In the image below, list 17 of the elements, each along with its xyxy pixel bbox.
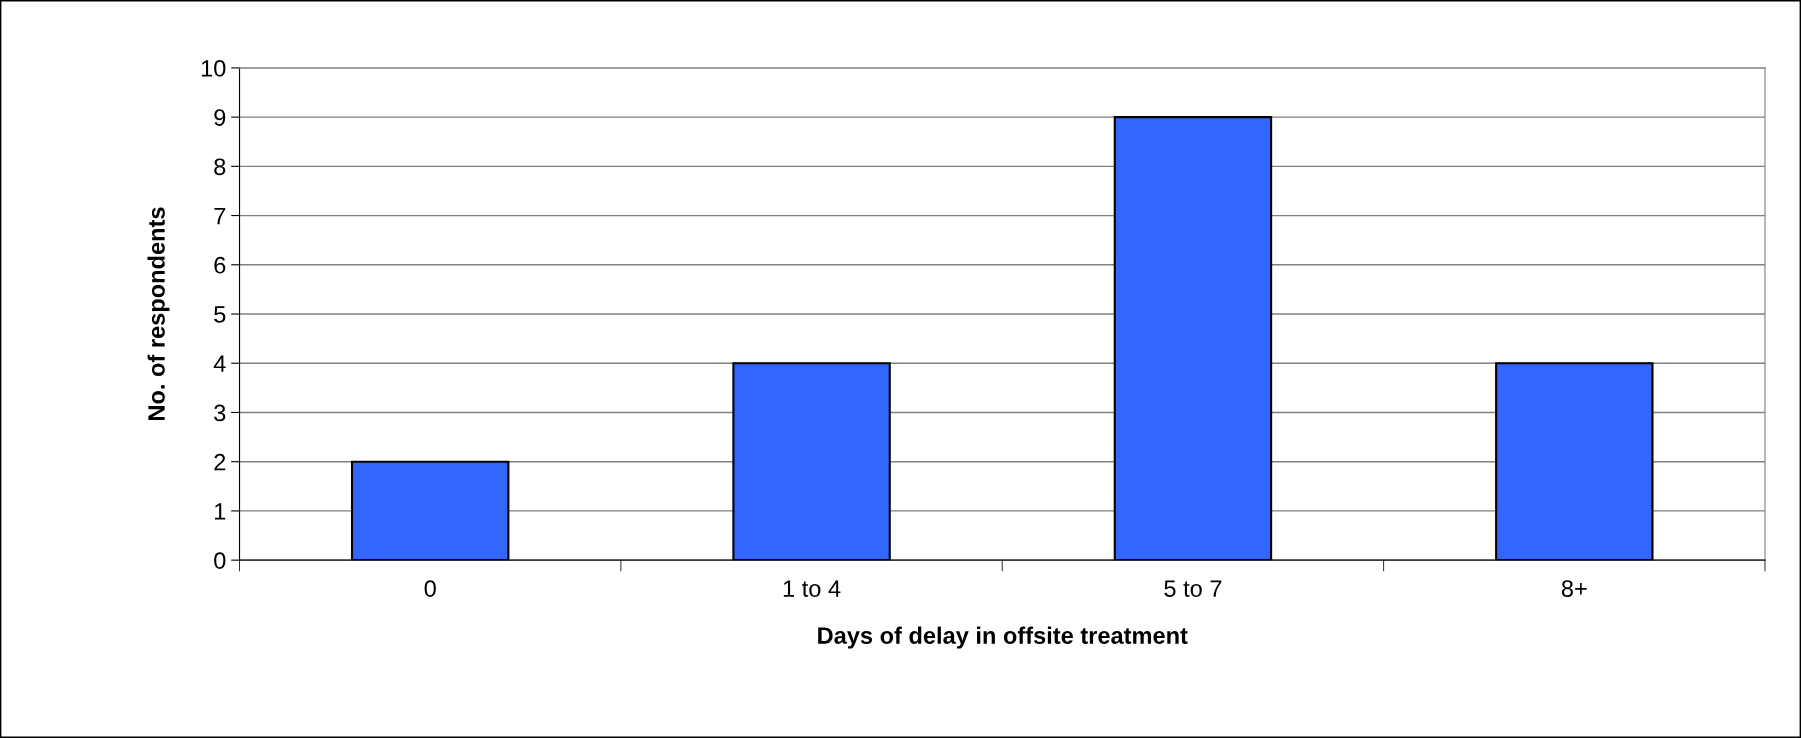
y-tick-label: 5 [214, 306, 226, 323]
y-tick-label: 7 [214, 207, 226, 225]
x-tick-label: 8+ [1561, 580, 1587, 597]
y-tick-label: 4 [213, 355, 226, 372]
y-tick-label: 1 [215, 503, 226, 520]
y-tick-label: 10 [201, 59, 226, 77]
y-tick-label: 8 [214, 158, 226, 176]
y-tick-label: 9 [214, 109, 226, 126]
x-axis-title: Days of delay in offsite treatment [818, 626, 1188, 649]
y-axis-title: No. of respondents [147, 207, 170, 420]
x-tick-label: 5 to 7 [1164, 580, 1222, 597]
y-tick-label: 6 [214, 256, 226, 274]
y-tick-label: 2 [214, 453, 226, 471]
x-tick-label: 0 [424, 580, 436, 597]
y-tick-label: 3 [214, 404, 226, 422]
y-tick-label: 0 [214, 552, 226, 569]
x-tick-label: 1 to 4 [783, 580, 841, 597]
